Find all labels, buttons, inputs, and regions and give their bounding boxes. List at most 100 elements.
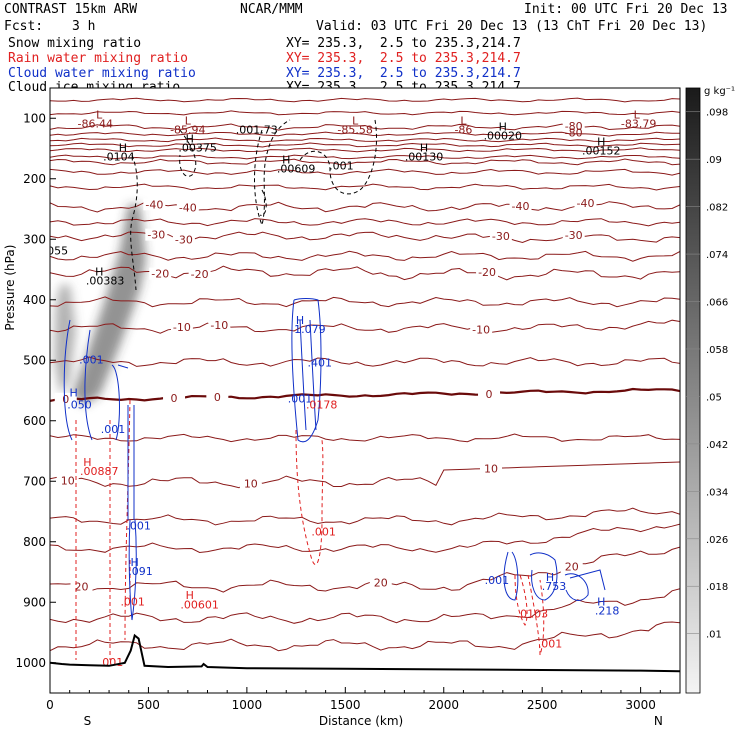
isotherm-label: -40 — [512, 200, 530, 213]
isotherm-label-bg — [509, 200, 532, 213]
isotherm-label: -80 — [565, 120, 583, 133]
line-640 — [50, 621, 680, 652]
isotherm-label: 0 — [214, 391, 221, 404]
contour-annotation: H — [69, 387, 77, 400]
org-title: NCAR/MMM — [240, 2, 303, 17]
isotherm-label: -20 — [151, 268, 169, 281]
isotherm-label: -20 — [191, 268, 209, 281]
cloud-water-contour — [564, 573, 589, 601]
isotherm-label-bg — [145, 228, 168, 241]
line-545 — [50, 523, 680, 554]
rain-water-contour — [124, 399, 131, 641]
y-tick-label: 500 — [23, 353, 46, 367]
contour-annotation: .001 — [120, 595, 145, 608]
contour-annotation: .001 — [311, 526, 336, 539]
isotherm-label-bg — [163, 392, 186, 405]
contour-annotation: H — [83, 456, 91, 469]
isotherm-label-bg — [489, 229, 512, 242]
cloud-water-contour — [529, 552, 558, 601]
colorbar-label: .042 — [706, 440, 728, 451]
isotherm-10 — [50, 461, 680, 489]
isotherm-label: 20 — [374, 577, 388, 590]
line-156 — [50, 154, 680, 160]
contour-annotation: .001 — [288, 393, 313, 406]
isotherm-label: -40 — [179, 201, 197, 214]
snow-plume-upper — [72, 205, 146, 405]
contour-annotation: .00887 — [80, 465, 119, 478]
cloud-water-contour — [127, 405, 137, 621]
cloud-ice-contour — [299, 119, 378, 195]
isotherm-label: 0 — [486, 388, 493, 401]
x-tick-label: 0 — [46, 698, 54, 712]
contour-annotation: .00152 — [582, 145, 621, 158]
line-112 — [50, 110, 680, 116]
colorbar-label: .05 — [706, 392, 722, 403]
cloud-water-contour — [63, 319, 93, 441]
contour-annotation: L — [352, 114, 359, 127]
contour-annotation: .00601 — [180, 598, 219, 611]
isotherm-label: -10 — [173, 321, 191, 334]
line-185 — [50, 183, 680, 191]
colorbar-label: .098 — [706, 108, 728, 119]
contour-annotation: .001.73 — [236, 123, 278, 136]
isotherm-label-bg — [176, 201, 199, 214]
contour-annotation: H — [186, 589, 194, 602]
isotherm-label-bg — [369, 576, 392, 589]
isotherm-label-bg — [143, 198, 166, 211]
y-axis-label: Pressure (hPa) — [3, 245, 17, 331]
y-tick-label: 600 — [23, 414, 46, 428]
isotherm-label: 0 — [62, 393, 69, 406]
contour-annotation: .00375 — [178, 142, 217, 155]
isotherm-label: 20 — [565, 561, 579, 574]
isotherm-minus-70 — [50, 137, 680, 143]
cloud-ice-contour — [130, 154, 138, 291]
contour-annotation: .0103 — [517, 607, 549, 620]
colorbar-gradient — [685, 87, 701, 694]
valid-time: Valid: 03 UTC Fri 20 Dec 13 (13 ChT Fri … — [316, 19, 708, 34]
cloud-ice-contour — [179, 129, 197, 177]
rain-water-contour — [295, 429, 324, 565]
isotherm-label-bg — [239, 477, 262, 490]
init-time: Init: 00 UTC Fri 20 Dec 13 — [524, 2, 728, 17]
isotherm-label: -10 — [472, 324, 490, 337]
line-615 — [50, 588, 680, 624]
contour-annotation: -86 — [454, 123, 472, 136]
contour-annotation: H — [499, 120, 507, 133]
contour-annotation: -85.94 — [170, 123, 205, 136]
isotherm-label: -30 — [492, 230, 510, 243]
contour-annotation: .00130 — [405, 151, 444, 164]
contour-annotation: 1.079 — [294, 323, 326, 336]
contour-annotation: .0178 — [306, 399, 338, 412]
line-520 — [50, 507, 680, 526]
isotherm-label-bg — [56, 474, 79, 487]
colorbar-label: .034 — [706, 487, 728, 498]
contour-annotation: H — [282, 154, 290, 167]
colorbar-label: .058 — [706, 345, 728, 356]
isotherm-label: -40 — [577, 197, 595, 210]
isotherm-label-bg — [206, 391, 229, 404]
isotherm-label-bg — [574, 197, 597, 210]
isotherm-label-bg — [560, 560, 583, 573]
contour-annotation: H — [119, 142, 127, 155]
field-name-cloud-water: Cloud water mixing ratio — [8, 66, 196, 81]
contour-annotation: H — [131, 556, 139, 569]
contour-annotation: -80 — [565, 126, 583, 139]
isotherm-label: 10 — [244, 477, 258, 490]
colorbar-label: .01 — [706, 630, 722, 641]
cloud-water-contour — [503, 551, 519, 601]
contour-annotation: .00609 — [277, 163, 316, 176]
y-tick-label: 300 — [23, 232, 46, 246]
colorbar-label: .026 — [706, 535, 728, 546]
isotherm-0 — [50, 387, 680, 402]
isotherm-label-bg — [480, 462, 502, 475]
surface-pressure-line — [50, 633, 680, 673]
contour-annotation: .001 — [79, 353, 104, 366]
contour-annotation: .00020 — [484, 129, 523, 142]
isotherm-label: 0 — [171, 392, 178, 405]
cloud-water-contour — [569, 569, 606, 591]
forecast-value: 3 h — [72, 19, 96, 34]
snow-plume-left — [54, 285, 76, 395]
contour-annotation: .218 — [595, 604, 620, 617]
rain-water-contour — [527, 574, 545, 656]
field-xy-snow: XY= 235.3, 2.5 to 235.3,214.7 — [286, 36, 521, 51]
